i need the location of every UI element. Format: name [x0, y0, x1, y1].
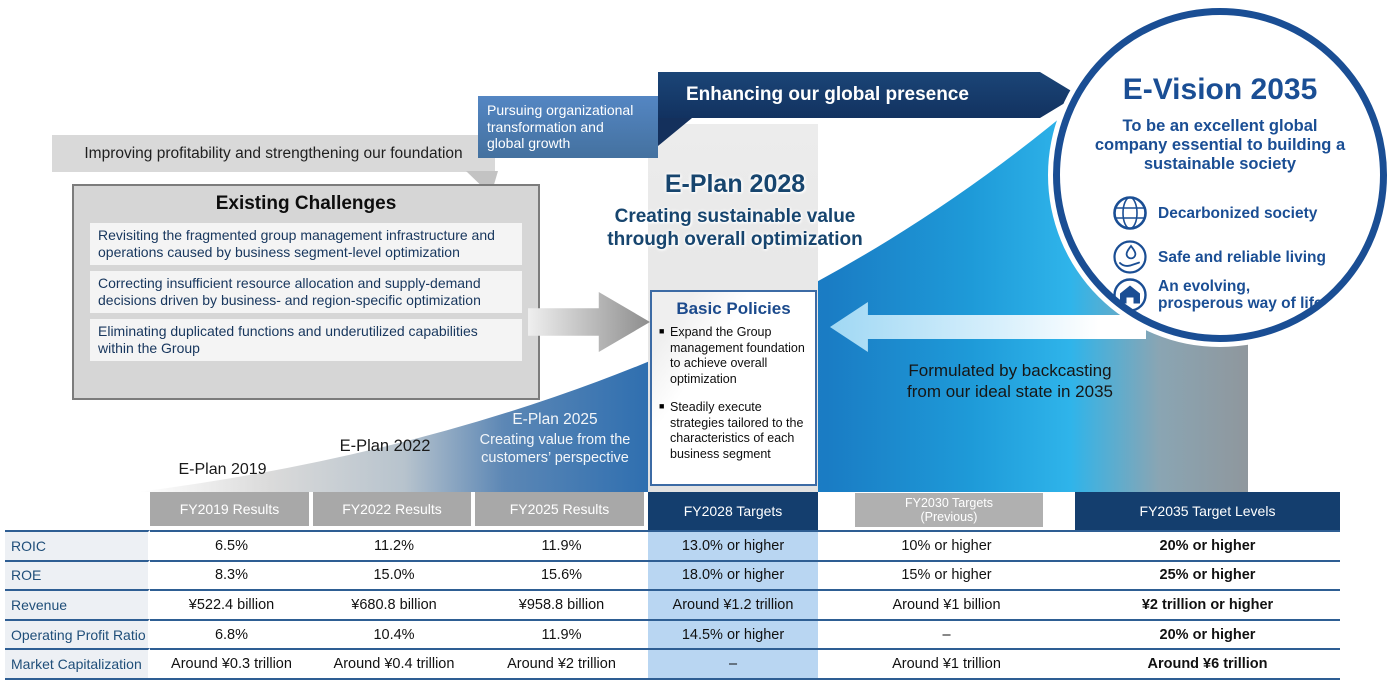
evision-mission: To be an excellent global company essent… — [1060, 117, 1380, 174]
challenge-item: Correcting insufficient resource allocat… — [90, 271, 522, 314]
table-cell: Around ¥0.4 trillion — [313, 648, 475, 678]
house-icon — [1113, 278, 1147, 312]
column-header-fy2019: FY2019 Results — [150, 492, 313, 530]
eplan2019-label: E-Plan 2019 — [178, 461, 267, 478]
eplan2022-label: E-Plan 2022 — [339, 437, 431, 455]
fy2030-header-line1: FY2030 Targets — [904, 495, 994, 510]
eplan2028-subtitle-line1: Creating sustainable value — [614, 206, 856, 227]
evision-mission-line1: To be an excellent global — [1122, 117, 1318, 135]
table-cell: 11.2% — [313, 530, 475, 560]
table-cell: 10.4% — [313, 618, 475, 649]
evision-item-label-line1: An evolving, — [1158, 278, 1251, 295]
transformation-line1: Pursuing organizational — [487, 102, 634, 118]
row-label-operating-profit-ratio: Operating Profit Ratio — [5, 618, 150, 649]
table-cell: 8.3% — [150, 559, 313, 590]
table-cell: Around ¥2 trillion — [475, 648, 648, 678]
kpi-table: FY2019 Results FY2022 Results FY2025 Res… — [5, 492, 1340, 680]
column-header-fy2035: FY2035 Target Levels — [1075, 492, 1340, 530]
globe-icon — [1113, 196, 1147, 230]
evision-item-decarbonized: Decarbonized society — [1112, 195, 1317, 231]
existing-challenges-box: Existing Challenges Revisiting the fragm… — [72, 184, 540, 400]
evision-2035-circle: E-Vision 2035 To be an excellent global … — [1053, 8, 1387, 342]
column-header-fy2028: FY2028 Targets — [648, 492, 818, 530]
table-cell: 15.0% — [313, 559, 475, 590]
evision-mission-line3: sustainable society — [1143, 155, 1297, 173]
column-header-fy2022: FY2022 Results — [313, 492, 475, 530]
row-label-roic: ROIC — [5, 530, 150, 560]
table-cell: 6.5% — [150, 530, 313, 560]
global-presence-label: Enhancing our global presence — [686, 84, 969, 105]
transformation-line3: global growth — [487, 135, 571, 151]
table-cell: 20% or higher — [1075, 530, 1340, 560]
table-cell: 11.9% — [475, 618, 648, 649]
table-cell: ¥958.8 billion — [475, 589, 648, 619]
table-cell: 18.0% or higher — [648, 559, 818, 590]
eplan2028-title: E-Plan 2028 — [664, 170, 806, 198]
existing-challenges-title: Existing Challenges — [215, 193, 397, 214]
table-cell: ¥680.8 billion — [313, 589, 475, 619]
table-cell: Around ¥1 billion — [818, 589, 1075, 619]
foundation-label: Improving profitability and strengthenin… — [84, 144, 463, 162]
row-label-revenue: Revenue — [5, 589, 150, 619]
table-cell: 6.8% — [150, 618, 313, 649]
challenge-item: Eliminating duplicated functions and und… — [90, 319, 522, 362]
eplan2025-label: E-Plan 2025 Creating value from the cust… — [455, 411, 655, 467]
foundation-banner: Improving profitability and strengthenin… — [52, 135, 495, 172]
backcasting-note: Formulated by backcasting from our ideal… — [865, 360, 1155, 402]
table-cell: Around ¥1 trillion — [818, 648, 1075, 678]
table-cell: 11.9% — [475, 530, 648, 560]
table-corner-cell — [5, 492, 150, 530]
table-cell: Around ¥0.3 trillion — [150, 648, 313, 678]
backcasting-line2: from our ideal state in 2035 — [906, 382, 1113, 401]
table-cell: 10% or higher — [818, 530, 1075, 560]
evision-mission-line2: company essential to building a — [1094, 136, 1346, 154]
table-cell: ¥522.4 billion — [150, 589, 313, 619]
table-cell: 25% or higher — [1075, 559, 1340, 590]
eplan2028-subtitle-line2: through overall optimization — [607, 229, 863, 250]
evision-title: E-Vision 2035 — [1122, 73, 1318, 106]
challenge-item: Revisiting the fragmented group manageme… — [90, 223, 522, 266]
row-label-market-capitalization: Market Capitalization — [5, 648, 150, 678]
table-cell: 20% or higher — [1075, 618, 1340, 649]
evision-item-label: An evolving, prosperous way of life — [1158, 278, 1323, 312]
table-cell: ¥2 trillion or higher — [1075, 589, 1340, 619]
evision-item-label-line2: prosperous way of life — [1158, 295, 1323, 312]
table-cell: – — [648, 648, 818, 678]
eplan2028-heading: E-Plan 2028 Creating sustainable value t… — [575, 170, 895, 251]
backcasting-line1: Formulated by backcasting — [908, 361, 1112, 380]
water-hand-icon — [1113, 240, 1147, 274]
global-presence-banner: Enhancing our global presence — [658, 72, 1078, 118]
evision-item-label: Safe and reliable living — [1158, 248, 1326, 266]
column-header-fy2030: FY2030 Targets (Previous) — [818, 492, 1075, 530]
eplan2025-sub-line2: customers’ perspective — [481, 450, 629, 466]
evision-item-label: Decarbonized society — [1158, 204, 1318, 222]
fy2030-header-line2: (Previous) — [920, 510, 978, 524]
basic-policies-title: Basic Policies — [676, 299, 791, 318]
eplan2025-sub-line1: Creating value from the — [479, 432, 631, 448]
eplan2025-title: E-Plan 2025 — [512, 411, 598, 428]
evision-item-safe-living: Safe and reliable living — [1112, 239, 1326, 275]
table-cell: 15.6% — [475, 559, 648, 590]
table-cell: 15% or higher — [818, 559, 1075, 590]
table-cell: Around ¥6 trillion — [1075, 648, 1340, 678]
table-cell: – — [818, 618, 1075, 649]
transformation-banner: Pursuing organizational transformation a… — [478, 96, 658, 158]
table-cell: 13.0% or higher — [648, 530, 818, 560]
table-cell: 14.5% or higher — [648, 618, 818, 649]
evision-item-prosperous-life: An evolving, prosperous way of life — [1112, 277, 1323, 313]
transformation-line2: transformation and — [487, 118, 604, 135]
policy-item: Expand the Group management foundation t… — [659, 325, 810, 387]
row-label-roe: ROE — [5, 559, 150, 590]
policy-item: Steadily execute strategies tailored to … — [659, 400, 810, 462]
column-header-fy2025: FY2025 Results — [475, 492, 648, 530]
table-cell: Around ¥1.2 trillion — [648, 589, 818, 619]
basic-policies-box: Basic Policies Expand the Group manageme… — [650, 290, 817, 486]
